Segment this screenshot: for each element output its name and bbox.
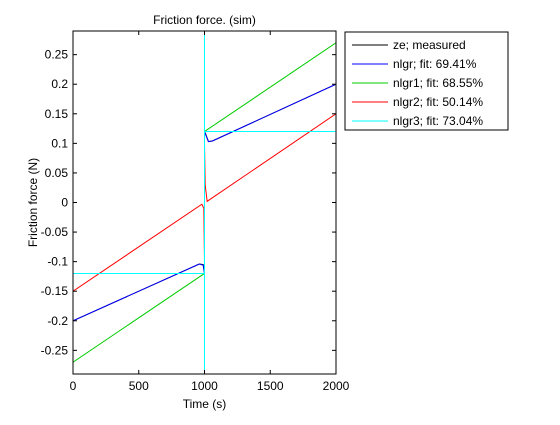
legend-label: nlgr3; fit: 73.04% — [393, 114, 483, 128]
legend-label: nlgr1; fit: 68.55% — [393, 76, 483, 90]
legend-box — [344, 31, 509, 131]
y-tick-label: -0.05 — [41, 225, 69, 239]
x-axis-ticks: 0 500 1000 1500 2000 — [70, 31, 350, 393]
y-tick-label: 0.2 — [51, 77, 68, 91]
x-axis-label: Time (s) — [183, 397, 227, 411]
legend-label: nlgr; fit: 69.41% — [393, 57, 477, 71]
x-tick-label: 500 — [129, 379, 149, 393]
x-tick-label: 1500 — [257, 379, 284, 393]
y-tick-label: 0.15 — [45, 107, 69, 121]
y-axis-label: Friction force (N) — [26, 158, 40, 247]
chart-title: Friction force. (sim) — [153, 13, 256, 27]
y-tick-label: 0.05 — [45, 166, 69, 180]
y-tick-label: 0.25 — [45, 48, 69, 62]
legend: ze; measured nlgr; fit: 69.41% nlgr1; fit:… — [344, 31, 509, 131]
series-line-5 — [73, 31, 336, 374]
y-tick-label: 0 — [61, 196, 68, 210]
y-tick-label: 0.1 — [51, 136, 68, 150]
legend-label: nlgr2; fit: 50.14% — [393, 95, 483, 109]
x-tick-label: 1000 — [191, 379, 218, 393]
y-tick-label: -0.15 — [41, 284, 69, 298]
y-tick-label: -0.1 — [47, 255, 68, 269]
y-tick-label: -0.2 — [47, 314, 68, 328]
y-axis-ticks: -0.25 -0.2 -0.15 -0.1 -0.05 0 0.05 0.1 0.15 0.2 0.… — [41, 48, 336, 357]
y-tick-label: -0.25 — [41, 343, 69, 357]
legend-entries: ze; measured nlgr; fit: 69.41% nlgr1; fit:… — [352, 38, 483, 128]
x-tick-label: 2000 — [323, 379, 350, 393]
series-layer — [73, 31, 336, 374]
legend-label: ze; measured — [393, 38, 466, 52]
x-tick-label: 0 — [70, 379, 77, 393]
